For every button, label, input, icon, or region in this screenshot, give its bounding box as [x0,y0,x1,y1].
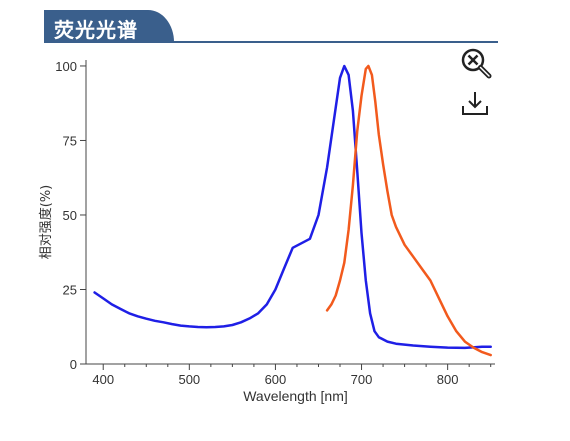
x-axis-label: Wavelength [nm] [243,388,348,404]
series-line-2 [325,64,492,357]
header-tab: 荧光光谱 [44,10,174,42]
download-icon[interactable] [459,88,495,120]
y-tick-label: 100 [55,59,77,74]
y-tick-label: 25 [63,282,77,297]
x-tick-label: 700 [351,372,373,387]
header-divider [44,41,498,43]
zoom-reset-icon[interactable] [459,46,495,82]
y-tick-label: 75 [63,133,77,148]
chart-section-title: 荧光光谱 [54,20,138,42]
y-tick-label: 0 [70,357,77,372]
x-tick-label: 500 [178,372,200,387]
y-axis-label: 相对强度(%) [38,185,54,260]
x-tick-label: 800 [437,372,459,387]
series-line-1 [93,64,492,350]
y-tick-label: 50 [63,208,77,223]
x-tick-label: 400 [92,372,114,387]
x-tick-label: 600 [265,372,287,387]
